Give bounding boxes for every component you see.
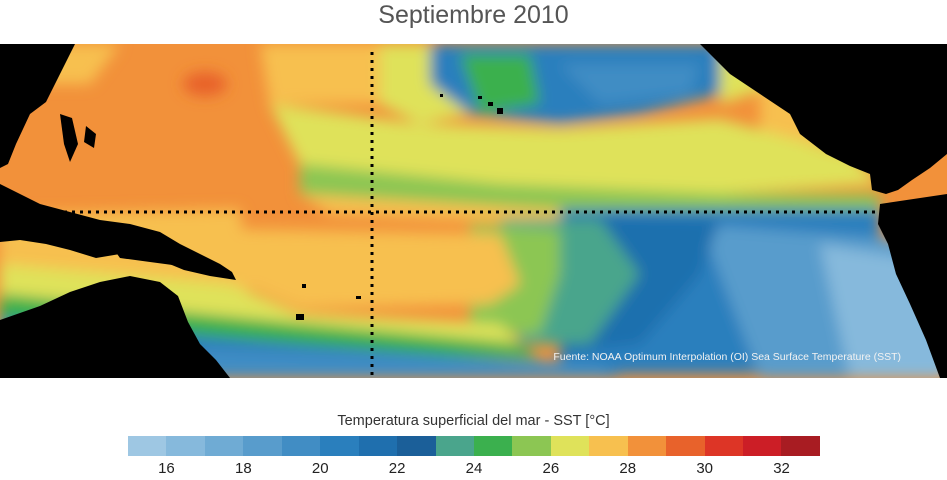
legend-tick-label: 22 (388, 460, 406, 477)
legend-swatch (204, 436, 244, 456)
legend-swatch (397, 436, 436, 456)
legend-swatch (627, 436, 667, 456)
legend-swatch (243, 436, 282, 456)
legend-swatch (550, 436, 590, 456)
north-america-landmass (700, 44, 947, 194)
legend-swatch (281, 436, 321, 456)
legend-swatch (781, 436, 820, 456)
legend-swatch (358, 436, 398, 456)
legend-ticks: 16 18 20 22 24 26 28 30 32 (128, 460, 820, 480)
legend-tick-label: 30 (696, 460, 713, 477)
south-america-landmass (878, 194, 947, 378)
landmasses (0, 44, 947, 378)
legend-tick-label: 24 (465, 460, 483, 477)
legend-swatch (320, 436, 359, 456)
legend-tick-label: 28 (619, 460, 637, 477)
map-title: Septiembre 2010 (378, 1, 569, 29)
legend-swatch (473, 436, 513, 456)
legend-tick-label: 26 (542, 460, 560, 477)
legend-tick-label: 32 (773, 460, 790, 477)
legend-swatch (666, 436, 705, 456)
legend-swatch (128, 436, 167, 456)
legend-tick-label: 18 (234, 460, 252, 477)
legend-swatch (704, 436, 743, 456)
source-note: Fuente: NOAA Optimum Interpolation (OI) … (553, 351, 901, 363)
color-legend (128, 436, 820, 456)
legend-title: Temperatura superficial del mar - SST [°… (337, 413, 610, 429)
reference-lines (0, 52, 947, 378)
legend-swatch (512, 436, 551, 456)
asia-landmass (0, 44, 75, 168)
legend-swatch (435, 436, 474, 456)
sst-map (0, 44, 947, 378)
legend-tick-label: 16 (158, 460, 175, 477)
legend-swatch (589, 436, 628, 456)
legend-swatch (743, 436, 782, 456)
legend-swatch (166, 436, 205, 456)
legend-tick-label: 20 (311, 460, 329, 477)
australia-landmass (0, 276, 230, 378)
